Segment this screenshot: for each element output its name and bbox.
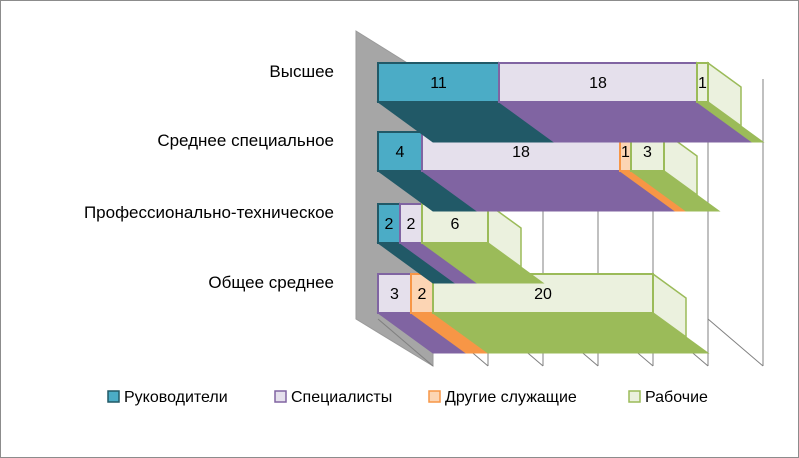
data-label: 20 xyxy=(534,286,552,303)
category-label: Высшее xyxy=(269,62,334,81)
data-label: 18 xyxy=(589,75,607,92)
data-label: 4 xyxy=(396,144,405,161)
category-label: Общее среднее xyxy=(208,273,334,292)
data-label: 6 xyxy=(451,216,460,233)
data-label: 1 xyxy=(698,75,707,92)
legend-swatch xyxy=(428,390,441,403)
bar-front-face xyxy=(377,62,500,103)
legend-label: Рабочие xyxy=(645,389,708,406)
legend-swatch xyxy=(274,390,287,403)
bar-front-face xyxy=(498,62,698,103)
bar-segment: 11 xyxy=(376,61,556,143)
gridline-floor xyxy=(377,318,434,367)
data-label: 11 xyxy=(430,75,447,92)
data-label: 1 xyxy=(621,144,630,161)
gridline-floor xyxy=(707,318,764,367)
data-label: 2 xyxy=(385,216,394,233)
data-label: 18 xyxy=(512,144,530,161)
data-label: 2 xyxy=(407,216,416,233)
legend-swatch xyxy=(628,390,641,403)
legend-label: Руководители xyxy=(124,389,228,406)
data-label: 3 xyxy=(643,144,652,161)
legend: Руководители Специалисты Другие служащие Ра… xyxy=(107,389,708,406)
legend-swatch xyxy=(107,390,120,403)
category-label: Среднее специальное xyxy=(157,131,334,150)
bar-front-face xyxy=(696,62,709,103)
category-label: Профессионально-техническое xyxy=(84,203,334,222)
data-label: 3 xyxy=(390,286,399,303)
legend-label: Специалисты xyxy=(291,389,392,406)
bar-front-face xyxy=(377,131,423,172)
bars: 3 2 202 2 64 18 1 311 18 1 xyxy=(376,61,765,354)
category-labels: Высшее Среднее специальное Профессионально… xyxy=(84,62,334,292)
bar-segment: 20 xyxy=(431,272,710,354)
bar-segment: 1 xyxy=(695,61,765,143)
legend-label: Другие служащие xyxy=(445,389,577,406)
data-label: 2 xyxy=(418,286,427,303)
